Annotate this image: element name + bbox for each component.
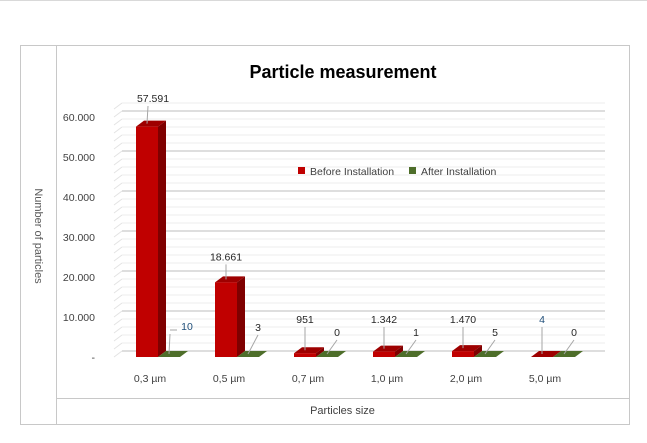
top-divider <box>0 0 647 1</box>
gridline-wall <box>113 126 123 134</box>
bar-top <box>452 345 482 352</box>
gridline-wall <box>113 118 123 126</box>
y-axis-title-cell: Number of particles <box>21 46 57 424</box>
gridline-wall <box>113 102 123 110</box>
gridline-wall <box>113 238 123 246</box>
data-label: 18.661 <box>210 251 242 263</box>
gridline-wall <box>113 166 123 174</box>
gridline-wall <box>113 270 123 278</box>
gridline-wall <box>113 254 123 262</box>
bar-top <box>237 350 267 357</box>
gridline-wall <box>113 262 123 270</box>
data-label: 4 <box>539 314 545 326</box>
bar-top <box>316 351 346 357</box>
data-label: 0 <box>571 327 577 339</box>
gridline-wall <box>113 110 123 118</box>
bar-side <box>474 345 482 357</box>
legend-label: Before Installation <box>310 166 394 178</box>
y-tick-label: 60.000 <box>63 112 95 124</box>
gridline-wall <box>113 318 123 326</box>
bar-top <box>373 345 403 352</box>
data-label: 1 <box>413 327 419 339</box>
y-tick-label: 10.000 <box>63 312 95 324</box>
gridline-wall <box>113 286 123 294</box>
gridline-wall <box>113 206 123 214</box>
data-label: 57.591 <box>137 93 169 105</box>
bar <box>294 353 316 357</box>
gridline-wall <box>113 190 123 198</box>
bar <box>452 351 474 357</box>
gridline-wall <box>113 150 123 158</box>
data-label: 0 <box>334 327 340 339</box>
gridline-wall <box>113 198 123 206</box>
gridline-wall <box>113 246 123 254</box>
bar-side <box>237 276 245 357</box>
legend-swatch <box>409 167 416 174</box>
bar-top <box>553 351 583 357</box>
data-label: 10 <box>181 321 193 333</box>
gridline-wall <box>113 326 123 334</box>
bar-side <box>316 347 324 357</box>
bar-top <box>136 120 166 127</box>
x-tick-label: 0,7 µm <box>292 373 325 385</box>
chart-title: Particle measurement <box>249 62 436 82</box>
x-axis-title-cell: Particles size <box>56 398 629 425</box>
gridline-wall <box>113 310 123 318</box>
y-tick-label: 20.000 <box>63 272 95 284</box>
bar <box>136 126 158 357</box>
y-tick-label: 40.000 <box>63 192 95 204</box>
x-axis-title: Particles size <box>310 405 375 417</box>
bar-top <box>215 276 245 283</box>
gridline-wall <box>113 222 123 230</box>
x-tick-label: 1,0 µm <box>371 373 404 385</box>
x-tick-label: 0,5 µm <box>213 373 246 385</box>
bar <box>215 282 237 357</box>
gridline-wall <box>113 174 123 182</box>
bar-side <box>395 345 403 357</box>
legend-label: After Installation <box>421 166 496 178</box>
data-label: 951 <box>296 314 314 326</box>
data-label: 1.470 <box>450 314 476 326</box>
leader-line <box>168 333 171 354</box>
data-label: 1.342 <box>371 314 397 326</box>
leader-line <box>146 105 149 124</box>
leader-line <box>326 339 338 355</box>
bar-top <box>474 350 504 357</box>
gridline-wall <box>113 302 123 310</box>
legend-swatch <box>298 167 305 174</box>
leader-line <box>484 339 496 355</box>
data-label: 3 <box>255 322 261 334</box>
gridline-wall <box>113 342 123 350</box>
gridline-wall <box>113 350 123 358</box>
bar-top <box>158 350 188 357</box>
x-tick-label: 0,3 µm <box>134 373 167 385</box>
bar <box>373 351 395 357</box>
gridline-wall <box>113 158 123 166</box>
gridline-wall <box>113 334 123 342</box>
gridline-wall <box>113 134 123 142</box>
chart-frame: Number of particles Particles size <box>20 45 630 425</box>
gridline-wall <box>113 294 123 302</box>
y-tick-label: 30.000 <box>63 232 95 244</box>
bar-top <box>395 350 425 357</box>
x-tick-label: 2,0 µm <box>450 373 483 385</box>
bar-top <box>294 347 324 354</box>
leader-line <box>247 334 259 355</box>
bar-side <box>158 120 166 357</box>
y-tick-label: 50.000 <box>63 152 95 164</box>
gridline-wall <box>113 182 123 190</box>
gridline-wall <box>113 278 123 286</box>
gridline-wall <box>113 230 123 238</box>
bar-top <box>531 350 561 357</box>
gridline-wall <box>113 142 123 150</box>
y-tick-label: - <box>92 352 96 364</box>
data-label: 5 <box>492 327 498 339</box>
x-tick-label: 5,0 µm <box>529 373 562 385</box>
leader-line <box>563 339 575 355</box>
leader-line <box>405 339 417 355</box>
gridline-wall <box>113 214 123 222</box>
